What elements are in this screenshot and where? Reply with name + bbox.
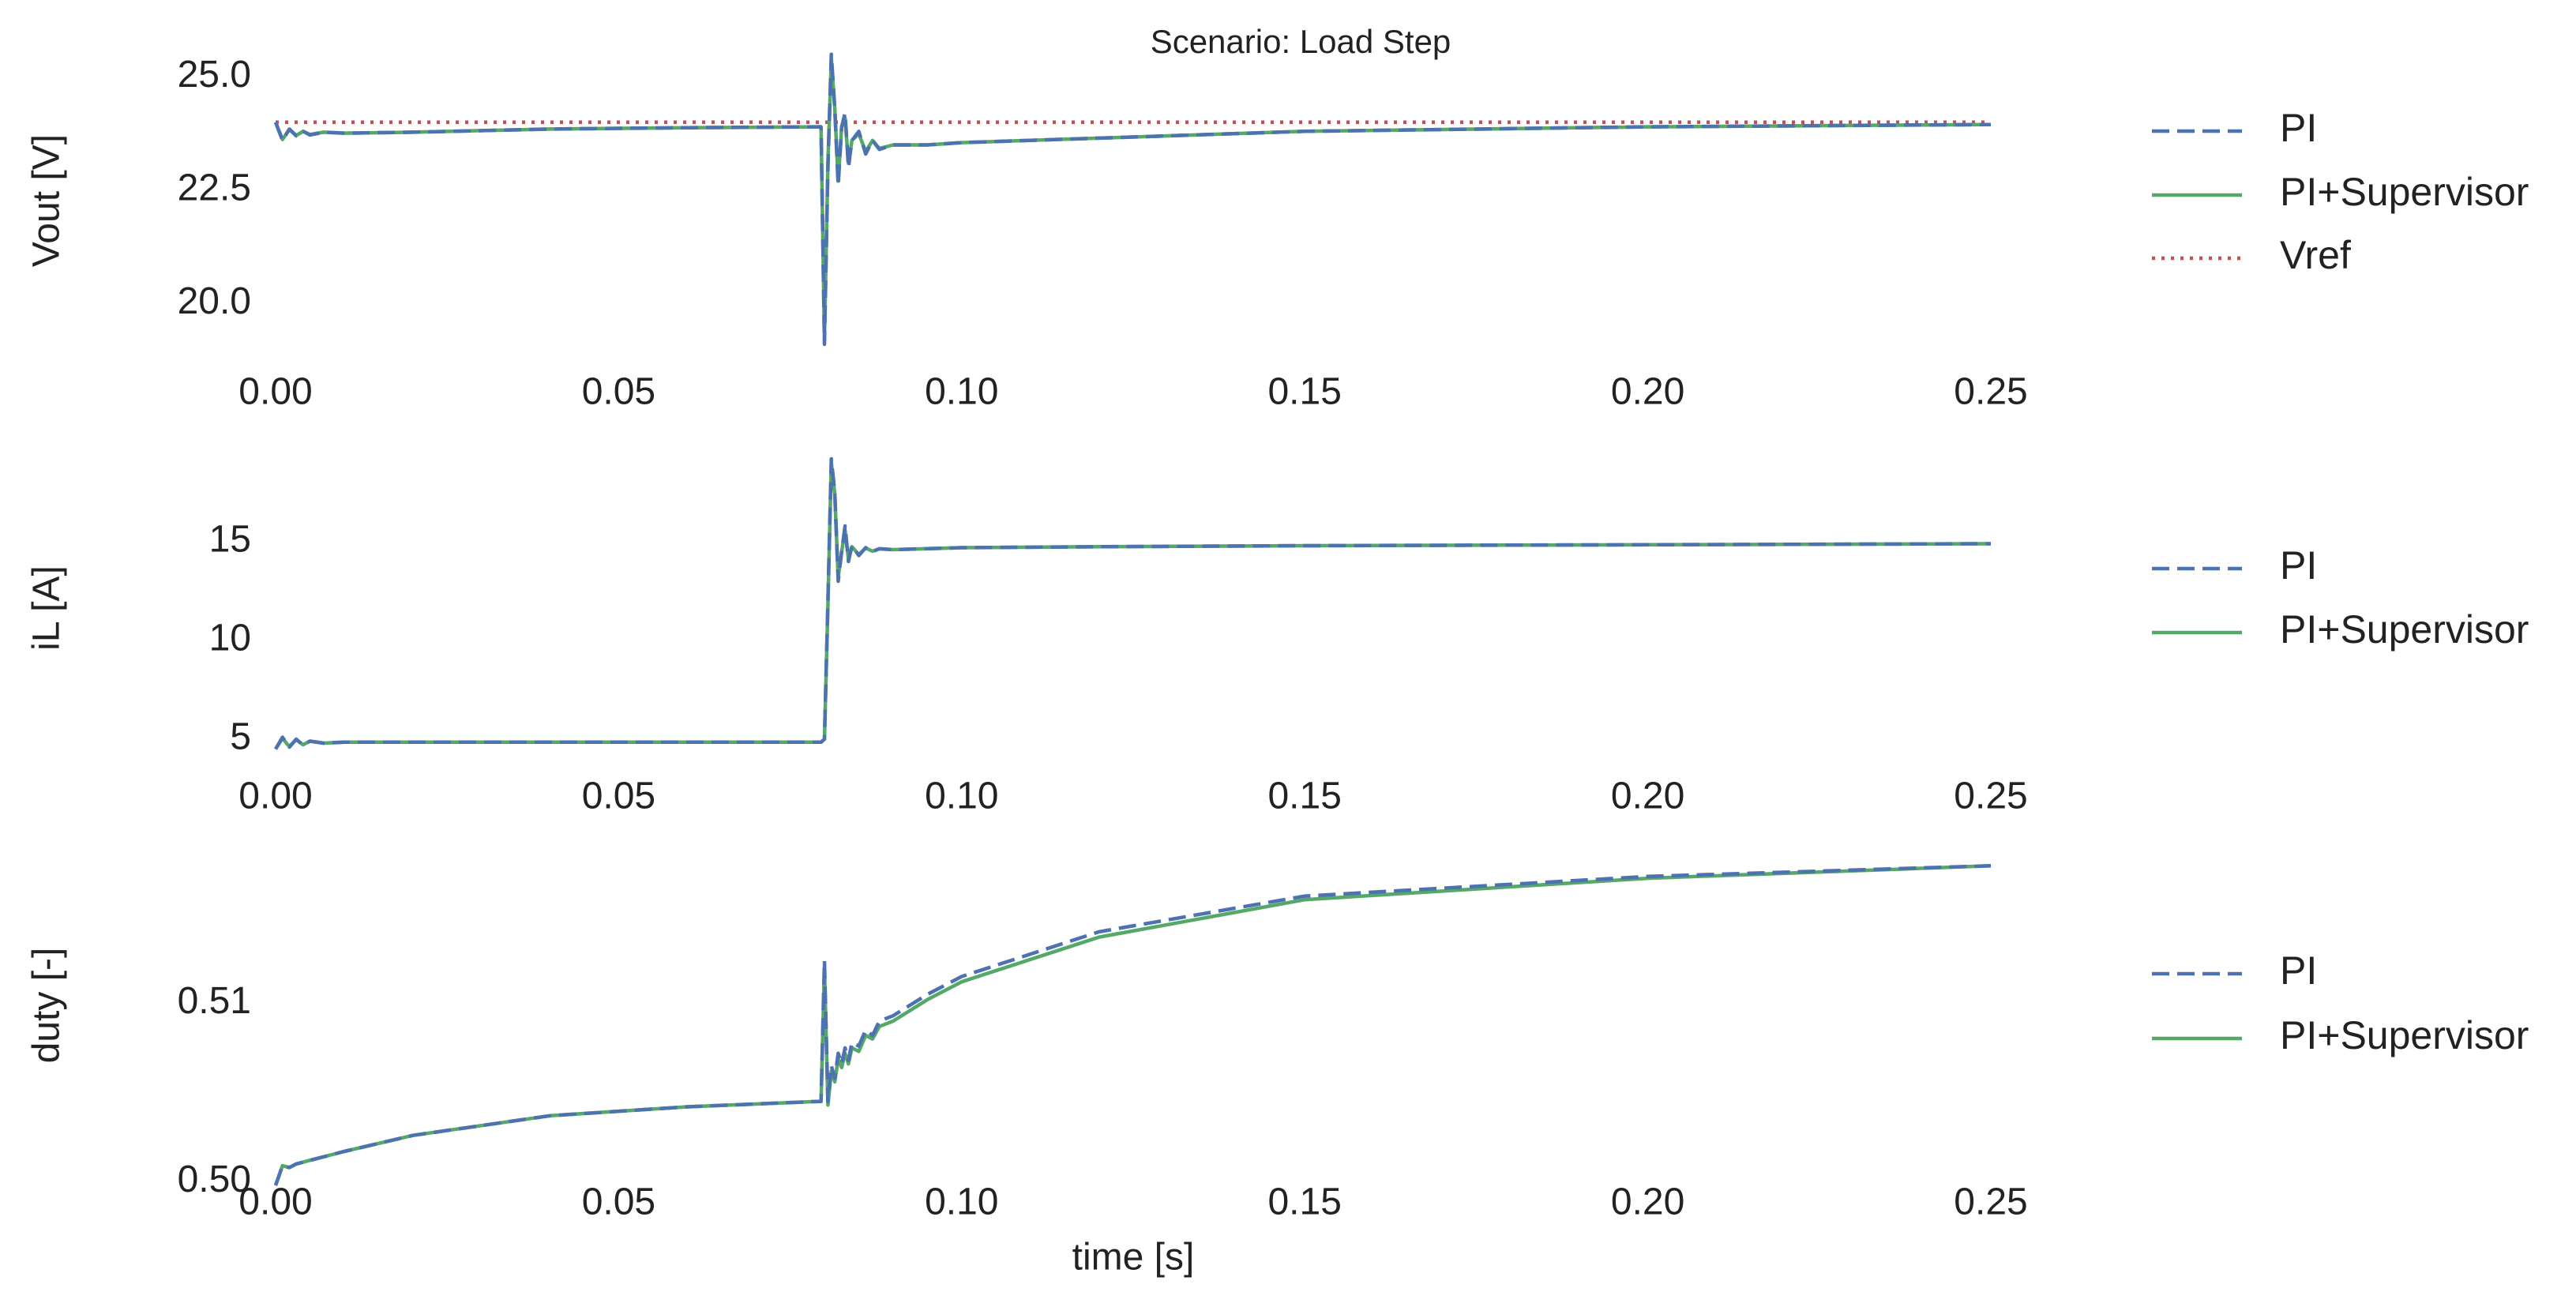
legend-label: PI	[2280, 543, 2317, 588]
legend-label: PI+Supervisor	[2280, 1013, 2529, 1057]
figure-title: Scenario: Load Step	[1151, 23, 1451, 60]
x-tick-label: 0.05	[582, 1181, 655, 1223]
series-line	[273, 52, 1992, 347]
x-tick-label: 0.15	[1267, 1181, 1341, 1223]
x-tick-label: 0.05	[582, 371, 655, 413]
legend-label: PI+Supervisor	[2280, 607, 2529, 652]
x-tick-label: 0.25	[1954, 371, 2027, 413]
y-tick-label: 25.0	[178, 54, 251, 96]
x-tick-label: 0.15	[1267, 371, 1341, 413]
y-axis-label: duty [-]	[26, 948, 68, 1064]
y-tick-label: 5	[230, 716, 251, 758]
x-tick-label: 0.10	[925, 1181, 998, 1223]
y-axis-label: iL [A]	[26, 565, 68, 651]
y-tick-label: 22.5	[178, 167, 251, 209]
x-tick-label: 0.20	[1611, 1181, 1684, 1223]
x-tick-label: 0.15	[1267, 776, 1341, 817]
y-tick-label: 10	[209, 618, 251, 659]
legend-label: PI	[2280, 948, 2317, 993]
x-tick-label: 0.00	[238, 776, 312, 817]
x-tick-label: 0.00	[238, 371, 312, 413]
legend-label: Vref	[2280, 233, 2351, 277]
x-tick-label: 0.25	[1954, 776, 2027, 817]
y-axis-label: Vout [V]	[26, 134, 68, 267]
x-tick-label: 0.25	[1954, 1181, 2027, 1223]
legend-label: PI	[2280, 106, 2317, 150]
series-line	[273, 57, 1992, 342]
series-line	[274, 460, 1992, 750]
series-line	[274, 456, 1992, 750]
series-line	[273, 864, 1992, 1186]
x-tick-label: 0.10	[925, 776, 998, 817]
y-tick-label: 0.50	[178, 1159, 251, 1200]
series-line	[273, 864, 1992, 1186]
x-tick-label: 0.00	[238, 1181, 312, 1223]
legend-label: PI+Supervisor	[2280, 170, 2529, 214]
x-tick-label: 0.20	[1611, 776, 1684, 817]
x-axis-label: time [s]	[1072, 1237, 1195, 1279]
x-tick-label: 0.05	[582, 776, 655, 817]
x-tick-label: 0.10	[925, 371, 998, 413]
y-tick-label: 0.51	[178, 980, 251, 1022]
y-tick-label: 20.0	[178, 280, 251, 322]
x-tick-label: 0.20	[1611, 371, 1684, 413]
y-tick-label: 15	[209, 519, 251, 561]
